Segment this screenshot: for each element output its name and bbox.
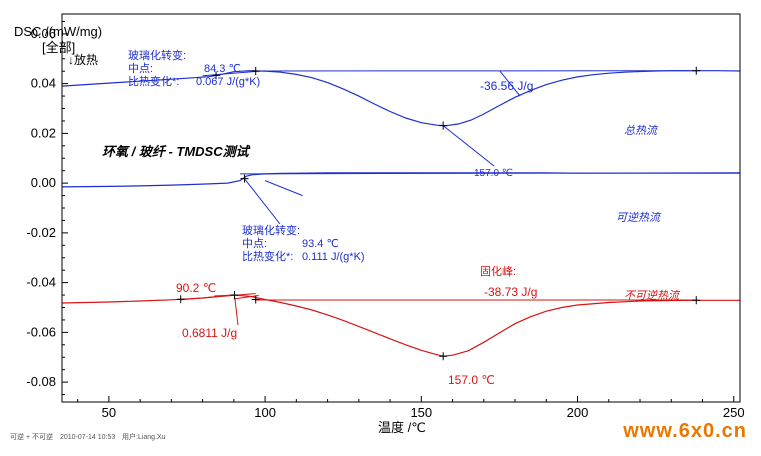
y-tick-label-3: 0.00 (31, 175, 56, 190)
total-heat-flow-name: 总热流 (624, 124, 659, 137)
glass2-mid-value: 93.4 ℃ (302, 238, 339, 250)
reversing-heat-flow-name: 可逆热流 (616, 211, 662, 224)
series-line-2 (62, 295, 740, 356)
glass1-title: 玻璃化转变: (128, 48, 186, 62)
footer-left: 可逆 + 不可逆 (10, 432, 53, 441)
watermark-logo: www.6x0.cn (623, 420, 747, 443)
glass-transition-1-annotation: 玻璃化转变: 中点: 84.3 ℃ 比热变化*: 0.067 J/(g*K) (128, 48, 260, 88)
glass2-title: 玻璃化转变: (242, 223, 300, 237)
exo-direction-label: ↓放热 (68, 52, 98, 67)
step-red-label: 0.6811 J/g (182, 326, 237, 340)
onset-red-label: 90.2 ℃ (176, 281, 216, 295)
series-line-1 (62, 173, 740, 187)
y-axis-label: DSC /(mW/mg) (14, 24, 102, 39)
x-tick-label-150: 150 (410, 405, 432, 420)
point-marker-8 (439, 352, 447, 360)
y-tick-label-5: -0.04 (26, 275, 56, 290)
x-axis-label: 温度 /℃ (378, 420, 426, 435)
glass-transition-2-annotation: 玻璃化转变: 中点: 93.4 ℃ 比热变化*: 0.111 J/(g*K) (242, 223, 365, 263)
y-tick-label-2: 0.02 (31, 125, 56, 140)
peak-total-label: 157.0 ℃ (474, 168, 513, 179)
glass2-cp-value: 0.111 J/(g*K) (302, 251, 365, 263)
plot-frame (62, 14, 740, 402)
point-marker-3 (692, 67, 700, 75)
glass1-mid-value: 84.3 ℃ (204, 63, 241, 75)
y-tick-label-1: 0.04 (31, 76, 56, 91)
chart-title: 环氧 / 玻纤 - TMDSC测试 (102, 144, 251, 159)
glass2-mid-label: 中点: (242, 237, 267, 250)
enthalpy-total-label: -36.56 J/g (480, 79, 533, 93)
enthalpy-cure-label: -38.73 J/g (484, 285, 537, 299)
footer-date: 2010-07-14 10:53 (60, 434, 115, 441)
nonreversing-heat-flow-name: 不可逆热流 (624, 289, 681, 302)
peak-red-label: 157.0 ℃ (448, 373, 495, 387)
point-marker-5 (177, 295, 185, 303)
glass1-cp-value: 0.067 J/(g*K) (196, 76, 260, 88)
axes (62, 14, 740, 402)
x-tick-label-50: 50 (102, 405, 116, 420)
peak-total-leader (443, 126, 494, 166)
point-marker-9 (692, 296, 700, 304)
y-tick-label-7: -0.08 (26, 374, 56, 389)
x-tick-label-200: 200 (567, 405, 589, 420)
y-tick-label-4: -0.02 (26, 225, 56, 240)
glass2-leader (244, 179, 280, 224)
glass1-mid-label: 中点: (128, 62, 153, 75)
glass2-cp-label: 比热变化*: (242, 249, 293, 263)
y-tick-label-6: -0.06 (26, 324, 56, 339)
tangent-2 (265, 181, 303, 196)
point-marker-6 (230, 291, 238, 299)
x-tick-label-250: 250 (723, 405, 745, 420)
glass1-cp-label: 比热变化*: (128, 74, 179, 88)
x-tick-label-100: 100 (254, 405, 276, 420)
cure-peak-label: 固化峰: (480, 264, 516, 278)
step-red-leader (234, 295, 238, 325)
footer-user: 用户:Liang.Xu (122, 432, 166, 441)
point-marker-1 (252, 67, 260, 75)
